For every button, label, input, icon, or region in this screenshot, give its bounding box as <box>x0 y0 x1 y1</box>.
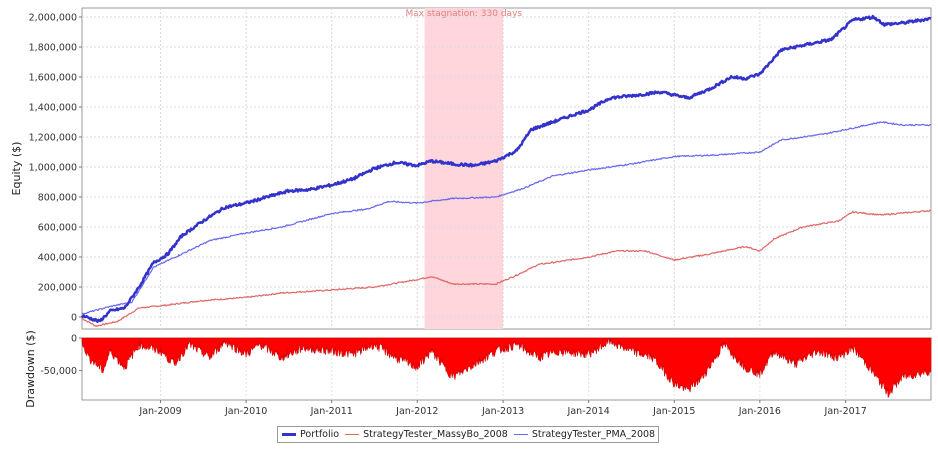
legend-item-portfolio: Portfolio <box>282 429 339 440</box>
legend-label-pma: StrategyTester_PMA_2008 <box>531 429 656 440</box>
equity-tick-label: 1,000,000 <box>29 163 77 174</box>
equity-tick-label: 1,600,000 <box>29 73 77 84</box>
series-line-portfolio <box>80 14 932 323</box>
equity-axis-title: Equity ($) <box>10 142 23 196</box>
equity-tick-label: 200,000 <box>38 283 77 294</box>
equity-tick-label: 800,000 <box>38 193 77 204</box>
stagnation-band <box>424 8 504 329</box>
legend-swatch-pma <box>513 434 528 435</box>
equity-tick-label: 1,800,000 <box>29 43 77 54</box>
legend-label-portfolio: Portfolio <box>300 429 340 440</box>
x-tick-label: Jan-2011 <box>310 406 353 417</box>
equity-tick-label: 1,200,000 <box>29 133 77 144</box>
x-tick-label: Jan-2017 <box>824 406 867 417</box>
equity-tick-label: 600,000 <box>38 223 77 234</box>
x-tick-label: Jan-2012 <box>395 406 438 417</box>
drawdown-area <box>81 337 932 398</box>
legend-swatch-massybo <box>345 434 360 435</box>
series-line-strategytester-massybo-2008 <box>81 209 932 327</box>
x-tick-label: Jan-2015 <box>652 406 695 417</box>
drawdown-axis-title: Drawdown ($) <box>24 330 37 408</box>
x-tick-label: Jan-2014 <box>567 406 610 417</box>
x-tick-label: Jan-2016 <box>738 406 781 417</box>
legend-item-pma: StrategyTester_PMA_2008 <box>513 429 656 440</box>
drawdown-tick-label: -50,000 <box>40 366 77 377</box>
drawdown-tick-label: 0 <box>71 334 77 345</box>
x-tick-label: Jan-2013 <box>481 406 524 417</box>
legend-item-massybo: StrategyTester_MassyBo_2008 <box>345 429 508 440</box>
stagnation-label: Max stagnation: 330 days <box>406 9 523 19</box>
legend-swatch-portfolio <box>282 433 296 436</box>
series-line-strategytester-pma-2008 <box>81 121 932 315</box>
equity-tick-label: 0 <box>71 313 77 324</box>
x-tick-label: Jan-2009 <box>138 406 181 417</box>
chart-legend: Portfolio StrategyTester_MassyBo_2008 St… <box>277 426 659 443</box>
equity-plot-area <box>81 7 932 330</box>
equity-tick-label: 400,000 <box>38 253 77 264</box>
legend-label-massybo: StrategyTester_MassyBo_2008 <box>363 429 508 440</box>
x-tick-label: Jan-2010 <box>224 406 267 417</box>
equity-tick-label: 1,400,000 <box>29 103 77 114</box>
equity-tick-label: 2,000,000 <box>29 13 77 24</box>
